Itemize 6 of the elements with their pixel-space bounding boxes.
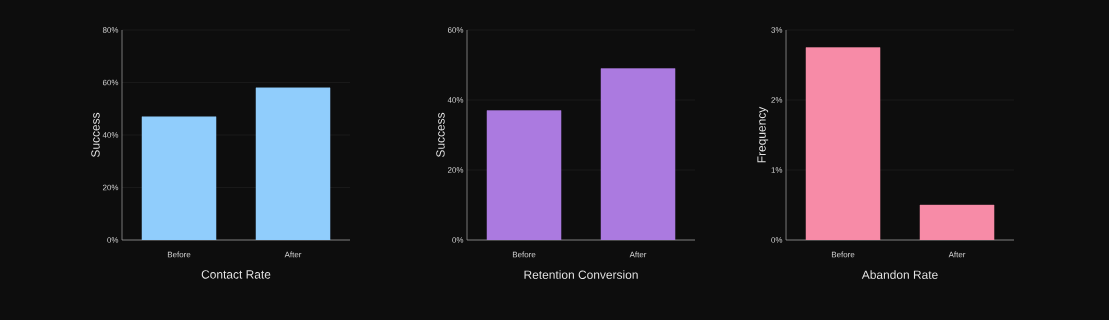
x-axis-title: Abandon Rate	[861, 270, 938, 279]
y-axis-title: Frequency	[757, 106, 769, 163]
x-axis-title: Retention Conversion	[524, 270, 638, 279]
y-axis-title: Success	[91, 112, 100, 158]
x-axis-title: Contact Rate	[201, 270, 271, 279]
y-axis-title: Success	[436, 112, 445, 158]
